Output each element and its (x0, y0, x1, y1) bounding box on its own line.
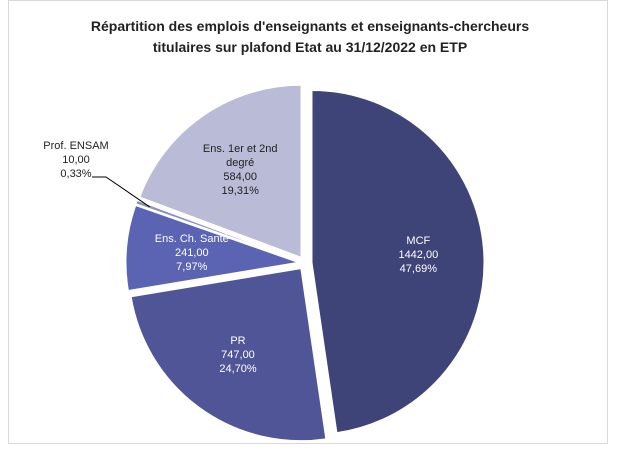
pie-slice (311, 89, 485, 434)
percent-label: 7,97% (176, 261, 208, 274)
chart-title: Répartition des emplois d'enseignants et… (90, 18, 530, 55)
percent-label: 24,70% (219, 362, 257, 375)
chart-frame (8, 0, 608, 444)
pie-slice (125, 204, 299, 292)
value-label: 241,00 (174, 247, 209, 260)
percent-label: 0,33% (60, 168, 92, 180)
percent-label: 19,31% (221, 184, 259, 197)
data-label: MCF 1442,00 47,69% (398, 234, 438, 276)
category-label: Ens. 1er et 2nd degré (202, 142, 278, 169)
value-label: 747,00 (221, 348, 255, 361)
category-label: Ens. Ch. Santé (154, 233, 229, 246)
value-label: 584,00 (223, 170, 258, 183)
pie-slice (139, 84, 302, 258)
value-label: 1442,00 (398, 248, 439, 261)
pie-slice (135, 199, 299, 262)
data-label: Ens. 1er et 2nd degré 584,00 19,31% (193, 142, 288, 198)
category-label: MCF (406, 234, 431, 247)
data-label: Prof. ENSAM 10,00 0,33% (43, 139, 108, 181)
percent-label: 47,69% (399, 262, 437, 275)
data-label: Ens. Ch. Santé 241,00 7,97% (155, 232, 229, 274)
category-label: Prof. ENSAM (43, 140, 109, 152)
leader-line (92, 176, 150, 208)
data-label: PR 747,00 24,70% (219, 334, 256, 376)
pie-slice (130, 268, 327, 442)
value-label: 10,00 (62, 154, 90, 166)
category-label: PR (230, 334, 246, 347)
